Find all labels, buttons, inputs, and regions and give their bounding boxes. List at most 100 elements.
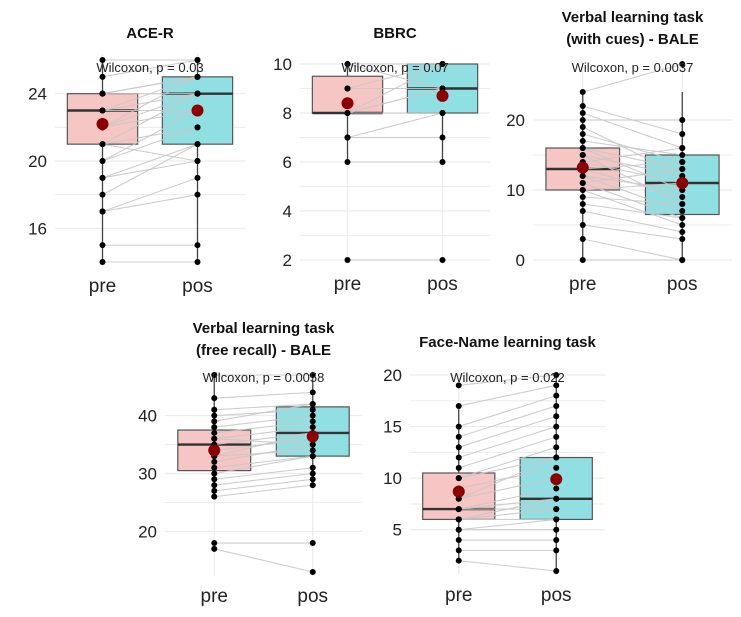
y-tick-label: 8 — [283, 104, 292, 123]
data-point-pos — [194, 124, 201, 131]
data-point-pos — [679, 166, 686, 172]
data-point-pos — [553, 444, 560, 451]
data-point-pos — [553, 382, 560, 389]
data-point-pos — [194, 73, 201, 80]
pair-line — [102, 143, 198, 196]
wilcoxon-label: Wilcoxon, p = 0.0037 — [572, 60, 694, 75]
data-point-pos — [194, 90, 201, 97]
pair-line — [214, 403, 313, 411]
data-point-pre — [211, 418, 218, 425]
y-tick-label: 5 — [393, 521, 402, 540]
data-point-pos — [194, 242, 201, 249]
pair-line — [102, 126, 198, 162]
data-point-pre — [579, 89, 586, 95]
data-point-pre — [211, 424, 218, 431]
mean-marker-pos — [436, 89, 449, 102]
data-point-pre — [211, 435, 218, 442]
pair-line — [582, 182, 683, 191]
data-point-pre — [211, 493, 218, 500]
data-point-pos — [679, 208, 686, 214]
chart-panel-verbal-free: 20 30 40 Wilcoxon, p = 0.0058 Verbal learnin… — [120, 305, 370, 612]
x-tick-label-pre: pre — [569, 274, 596, 295]
chart-title-line: Verbal learning task — [193, 320, 335, 337]
pair-line — [102, 194, 198, 213]
data-point-pos — [194, 174, 201, 181]
data-point-pos — [309, 447, 316, 454]
pair-line — [458, 498, 557, 520]
chart-verbal-free: 20 30 40 Wilcoxon, p = 0.0058 Verbal learnin… — [138, 320, 362, 607]
data-point-pre — [579, 138, 586, 144]
pair-line — [102, 93, 198, 128]
data-point-pos — [679, 61, 686, 67]
data-point-pre — [579, 201, 586, 207]
mean-marker-pos — [550, 473, 563, 486]
data-point-pos — [553, 413, 560, 420]
data-point-pre — [99, 107, 106, 114]
pair-line — [458, 508, 557, 520]
pair-line — [582, 175, 683, 212]
data-point-pre — [99, 90, 106, 97]
pair-line — [582, 168, 683, 184]
pair-line — [458, 560, 557, 572]
data-point-pre — [579, 110, 586, 116]
pair-line — [102, 143, 198, 179]
data-point-pre — [344, 61, 351, 67]
data-point-pos — [679, 145, 686, 151]
mean-marker-pos — [306, 430, 319, 443]
data-point-pre — [579, 257, 586, 263]
data-point-pos — [309, 412, 316, 419]
pair-line — [458, 518, 557, 531]
y-tick-label: 6 — [283, 153, 292, 172]
data-point-pos — [679, 117, 686, 123]
data-point-pre — [455, 382, 462, 389]
data-point-pos — [553, 485, 560, 492]
y-tick-label: 10 — [273, 55, 292, 74]
pair-line — [458, 477, 557, 500]
data-point-pos — [679, 215, 686, 221]
data-point-pos — [679, 236, 686, 242]
data-point-pos — [553, 526, 560, 533]
wilcoxon-label: Wilcoxon, p = 0.022 — [450, 370, 565, 385]
y-tick-label: 20 — [28, 152, 47, 171]
data-point-pre — [455, 547, 462, 554]
x-tick-label-pos: pos — [667, 274, 698, 295]
x-tick-label-pre: pre — [201, 586, 228, 607]
mean-marker-pos — [191, 104, 204, 117]
data-point-pre — [211, 429, 218, 436]
data-point-pos — [309, 482, 316, 489]
data-point-pre — [579, 124, 586, 130]
data-point-pos — [194, 158, 201, 164]
x-tick-label-pos: pos — [182, 276, 213, 297]
y-tick-label: 10 — [383, 469, 402, 488]
data-point-pre — [579, 222, 586, 228]
mean-marker-pre — [208, 444, 221, 457]
pair-line — [582, 147, 683, 170]
y-tick-label: 10 — [506, 181, 525, 200]
chart-verbal-cues: 0 10 20 Wilcoxon, p = 0.0037 Verbal learning… — [506, 9, 732, 295]
data-point-pre — [99, 191, 106, 198]
data-point-pre — [579, 173, 586, 179]
data-point-pos — [309, 540, 316, 547]
pair-line — [582, 175, 683, 191]
data-point-pre — [579, 103, 586, 109]
data-point-pre — [579, 194, 586, 200]
pair-line — [582, 112, 683, 149]
data-point-pos — [679, 152, 686, 158]
chart-title-line: (free recall) - BALE — [196, 342, 331, 359]
chart-panel-bbrc: 2 4 6 8 10 Wilcoxon, p = 0.07 BBRC pre pos — [250, 0, 500, 305]
data-point-pre — [455, 526, 462, 533]
data-point-pos — [309, 418, 316, 425]
data-point-pos — [309, 372, 316, 378]
pair-line — [458, 436, 557, 469]
data-point-pos — [309, 424, 316, 431]
data-point-pos — [309, 569, 316, 575]
data-point-pre — [211, 482, 218, 489]
pair-line — [102, 177, 198, 213]
data-point-pos — [679, 131, 686, 137]
pair-line — [214, 438, 313, 446]
y-tick-label: 40 — [138, 407, 157, 426]
pair-line — [102, 110, 198, 162]
pair-line — [347, 63, 443, 90]
data-point-pos — [553, 372, 560, 378]
data-point-pre — [99, 73, 106, 80]
